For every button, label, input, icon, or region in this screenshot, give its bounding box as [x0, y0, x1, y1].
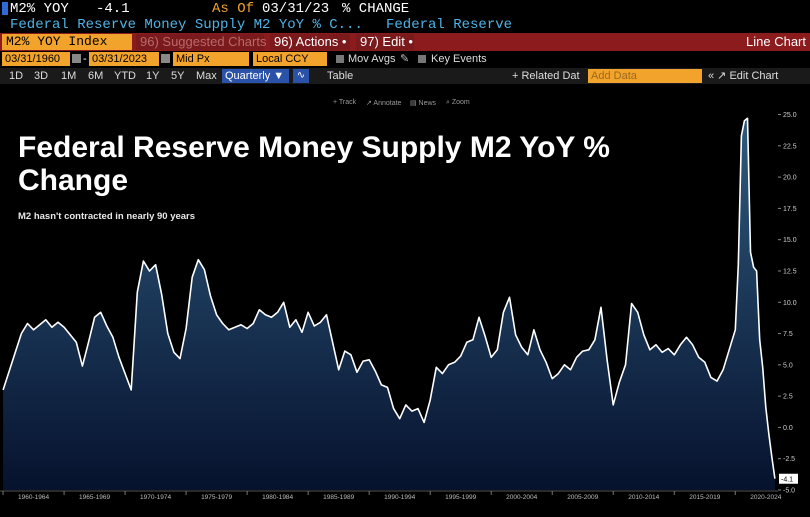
y-tick-label: 17.5 — [783, 206, 797, 213]
y-tick-label: 0.0 — [783, 425, 793, 432]
x-tick-label: 2000-2004 — [506, 494, 537, 501]
units-label: % CHANGE — [342, 1, 410, 17]
y-tick-label: 22.5 — [783, 143, 797, 150]
actions-menu[interactable]: 96) Actions • — [270, 34, 350, 50]
news-tool[interactable]: ▤ News — [410, 100, 437, 107]
x-tick-label: 2015-2019 — [689, 494, 720, 501]
x-tick-label: 1970-1974 — [140, 494, 171, 501]
series-area — [3, 118, 775, 491]
period-max[interactable]: Max — [196, 70, 217, 82]
y-tick-label: -2.5 — [783, 456, 795, 463]
y-tick-label: 10.0 — [783, 300, 797, 307]
period-ytd[interactable]: YTD — [114, 70, 136, 82]
edit-menu[interactable]: 97) Edit • — [356, 34, 414, 50]
currency-select[interactable]: Local CCY — [253, 52, 327, 66]
x-tick-label: 1960-1964 — [18, 494, 49, 501]
mov-avgs-label[interactable]: Mov Avgs — [348, 53, 396, 65]
x-tick-label: 1965-1969 — [79, 494, 110, 501]
security-marker — [2, 2, 8, 15]
y-tick-label: 20.0 — [783, 175, 797, 182]
series-line — [2, 117, 776, 479]
track-tool[interactable]: + Track — [333, 99, 357, 106]
pencil-icon[interactable]: ✎ — [400, 53, 410, 65]
suggested-charts-button[interactable]: 96) Suggested Charts — [136, 34, 266, 50]
index-field[interactable]: M2% YOY Index — [2, 34, 132, 50]
calendar-icon[interactable] — [161, 54, 170, 63]
edit-chart-button[interactable]: « ↗ Edit Chart — [708, 70, 779, 82]
function-toolbar: M2% YOY Index 96) Suggested Charts 96) A… — [0, 33, 810, 51]
y-tick-label: -5.0 — [783, 488, 795, 495]
line-chart-icon[interactable]: ∿ — [293, 69, 309, 83]
end-date-field[interactable]: 03/31/2023 — [89, 52, 159, 66]
x-tick-label: 2010-2014 — [628, 494, 659, 501]
mov-avgs-checkbox[interactable] — [336, 55, 344, 63]
related-data-button[interactable]: + Related Dat — [512, 70, 580, 82]
key-events-checkbox[interactable] — [418, 55, 426, 63]
as-of-label: As Of — [212, 1, 255, 17]
y-tick-label: 5.0 — [783, 362, 793, 369]
key-events-label[interactable]: Key Events — [431, 53, 487, 65]
add-data-input[interactable]: Add Data — [588, 69, 702, 83]
x-tick-label: 1990-1994 — [384, 494, 415, 501]
period-6m[interactable]: 6M — [88, 70, 104, 82]
last-value-label: -4.1 — [781, 477, 793, 484]
period-1y[interactable]: 1Y — [146, 70, 160, 82]
period-5y[interactable]: 5Y — [171, 70, 185, 82]
data-source: Federal Reserve — [386, 17, 513, 33]
x-tick-label: 1985-1989 — [323, 494, 354, 501]
x-tick-label: 1980-1984 — [262, 494, 293, 501]
last-value-box — [779, 473, 798, 484]
security-header: M2% YOY -4.1 As Of 03/31/23 % CHANGE — [0, 0, 810, 17]
period-3d[interactable]: 3D — [34, 70, 49, 82]
date-separator: - — [83, 53, 87, 65]
zoom-tool[interactable]: ⌕ Zoom — [446, 99, 470, 106]
y-tick-label: 25.0 — [783, 112, 797, 119]
x-tick-label: 1975-1979 — [201, 494, 232, 501]
chart-title: Federal Reserve Money Supply M2 YoY % Ch… — [18, 131, 610, 197]
table-button[interactable]: Table — [327, 70, 354, 82]
x-tick-label: 2005-2009 — [567, 494, 598, 501]
start-date-field[interactable]: 03/31/1960 — [2, 52, 70, 66]
chart-type-label: Line Chart — [746, 34, 806, 49]
period-1d[interactable]: 1D — [9, 70, 24, 82]
security-description-bar: Federal Reserve Money Supply M2 YoY % C.… — [0, 17, 810, 33]
annotate-tool[interactable]: ↗ Annotate — [366, 100, 402, 107]
y-tick-label: 15.0 — [783, 237, 797, 244]
x-tick-label: 1995-1999 — [445, 494, 476, 501]
ticker-label[interactable]: M2% YOY — [10, 1, 69, 17]
frequency-select[interactable]: Quarterly ▼ — [222, 69, 289, 83]
price-select[interactable]: Mid Px — [173, 52, 249, 66]
period-1m[interactable]: 1M — [61, 70, 77, 82]
x-tick-label: 2020-2024 — [750, 494, 781, 501]
as-of-date: 03/31/23 — [262, 1, 330, 17]
period-bar: 1D 3D 1M 6M YTD 1Y 5Y Max Quarterly ▼ ∿ … — [0, 68, 810, 84]
m2-yoy-chart[interactable]: -5.0 -2.5 0.0 2.5 5.0 7.5 10.0 12.5 15.0 17.5 20.0… — [0, 84, 810, 517]
security-description: Federal Reserve Money Supply M2 YoY % C.… — [10, 17, 363, 33]
y-tick-label: 7.5 — [783, 331, 793, 338]
y-tick-label: 12.5 — [783, 268, 797, 275]
chart-subtitle: M2 hasn't contracted in nearly 90 years — [18, 211, 196, 222]
chart-settings-bar: 03/31/1960 - 03/31/2023 Mid Px Local CCY… — [0, 51, 810, 68]
last-value: -4.1 — [96, 1, 130, 17]
calendar-icon[interactable] — [72, 54, 81, 63]
y-tick-label: 2.5 — [783, 394, 793, 401]
